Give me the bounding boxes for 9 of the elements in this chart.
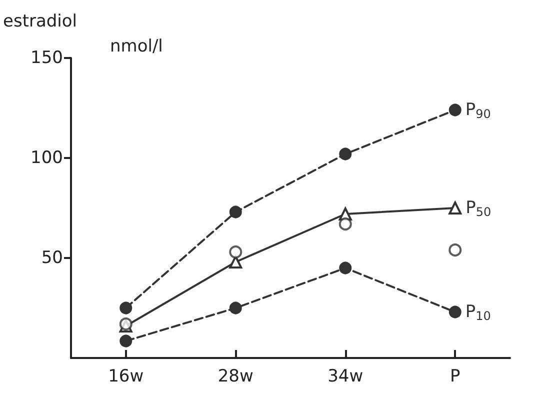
y-axis-title: estradiol xyxy=(3,12,78,32)
x-tick-label: 16w xyxy=(108,366,144,386)
x-tick-label: P xyxy=(450,366,460,386)
x-tick-label: 34w xyxy=(328,366,364,386)
y-tick-label: 150 xyxy=(30,48,63,68)
y-tick-label: 50 xyxy=(41,248,63,268)
text: nmol/l xyxy=(110,36,163,56)
y-tick-label: 100 xyxy=(30,148,63,168)
x-tick-label: 28w xyxy=(218,366,254,386)
